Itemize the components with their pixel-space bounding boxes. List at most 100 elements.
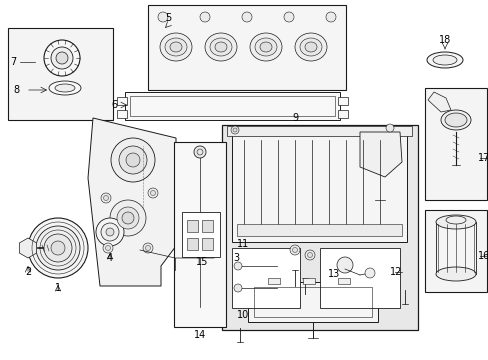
Polygon shape <box>359 132 401 177</box>
Circle shape <box>289 245 299 255</box>
Ellipse shape <box>55 84 75 92</box>
Bar <box>337 97 347 105</box>
Text: 8: 8 <box>13 85 19 95</box>
Text: 5: 5 <box>164 13 171 23</box>
Circle shape <box>126 153 140 167</box>
Text: 12: 12 <box>389 267 401 277</box>
Circle shape <box>28 218 88 278</box>
Ellipse shape <box>435 267 475 281</box>
Circle shape <box>142 243 153 253</box>
Bar <box>130 96 334 116</box>
Circle shape <box>44 234 72 262</box>
Circle shape <box>230 126 239 134</box>
Bar <box>202 220 213 232</box>
Ellipse shape <box>435 215 475 229</box>
Circle shape <box>117 207 139 229</box>
Polygon shape <box>427 92 450 112</box>
Ellipse shape <box>440 110 470 130</box>
Circle shape <box>56 52 68 64</box>
Bar <box>424 210 486 292</box>
Ellipse shape <box>260 42 271 52</box>
Text: 10: 10 <box>237 310 249 320</box>
Circle shape <box>103 195 108 201</box>
Text: 11: 11 <box>237 239 249 249</box>
Text: 4: 4 <box>107 253 113 263</box>
Bar <box>231 132 406 242</box>
Ellipse shape <box>204 33 237 61</box>
Circle shape <box>234 262 242 270</box>
Text: 7: 7 <box>10 57 16 67</box>
Bar <box>174 142 225 327</box>
Ellipse shape <box>249 33 282 61</box>
Circle shape <box>364 268 374 278</box>
Circle shape <box>194 146 205 158</box>
Ellipse shape <box>164 38 186 56</box>
Circle shape <box>200 12 209 22</box>
Bar <box>186 220 198 232</box>
Circle shape <box>336 257 352 273</box>
Circle shape <box>242 12 251 22</box>
Bar <box>226 126 411 136</box>
Circle shape <box>106 228 114 236</box>
Circle shape <box>105 246 110 251</box>
Circle shape <box>385 124 393 132</box>
Ellipse shape <box>426 52 462 68</box>
Circle shape <box>148 188 158 198</box>
Bar <box>337 278 349 284</box>
Text: 17: 17 <box>477 153 488 163</box>
Circle shape <box>110 200 146 236</box>
Text: 1: 1 <box>55 283 61 293</box>
Circle shape <box>325 12 335 22</box>
Bar <box>8 28 113 120</box>
Circle shape <box>101 223 119 241</box>
Ellipse shape <box>160 33 192 61</box>
Bar <box>303 278 314 284</box>
Polygon shape <box>20 238 37 258</box>
Ellipse shape <box>215 42 226 52</box>
Ellipse shape <box>445 216 465 224</box>
Ellipse shape <box>209 38 231 56</box>
Bar <box>202 238 213 250</box>
Bar <box>231 248 299 308</box>
Circle shape <box>284 12 293 22</box>
Circle shape <box>36 226 80 270</box>
Text: 2: 2 <box>25 267 31 277</box>
Circle shape <box>51 241 65 255</box>
Bar <box>435 222 475 274</box>
Ellipse shape <box>49 81 81 95</box>
Circle shape <box>197 149 203 155</box>
Circle shape <box>158 12 168 22</box>
Ellipse shape <box>254 38 276 56</box>
Bar <box>319 248 399 308</box>
Text: 9: 9 <box>291 113 298 123</box>
Bar <box>148 5 346 90</box>
Text: 16: 16 <box>477 251 488 261</box>
Circle shape <box>111 138 155 182</box>
Bar <box>117 97 127 105</box>
Bar <box>117 110 127 118</box>
Circle shape <box>103 243 113 253</box>
Ellipse shape <box>444 113 466 127</box>
Text: 13: 13 <box>327 269 340 279</box>
Bar <box>222 125 417 330</box>
Bar <box>125 92 339 120</box>
Ellipse shape <box>432 55 456 65</box>
Circle shape <box>234 284 242 292</box>
Ellipse shape <box>170 42 182 52</box>
Text: 3: 3 <box>232 253 239 263</box>
Bar <box>247 282 377 322</box>
Circle shape <box>150 190 155 195</box>
Circle shape <box>119 146 147 174</box>
Text: 15: 15 <box>195 257 208 267</box>
Bar <box>337 110 347 118</box>
Circle shape <box>305 250 314 260</box>
Bar <box>237 224 401 236</box>
Circle shape <box>307 252 312 257</box>
Bar <box>424 88 486 200</box>
Text: 18: 18 <box>438 35 450 45</box>
Circle shape <box>51 47 73 69</box>
Circle shape <box>122 212 134 224</box>
Bar <box>186 238 198 250</box>
Ellipse shape <box>299 38 321 56</box>
Text: 14: 14 <box>193 330 206 340</box>
